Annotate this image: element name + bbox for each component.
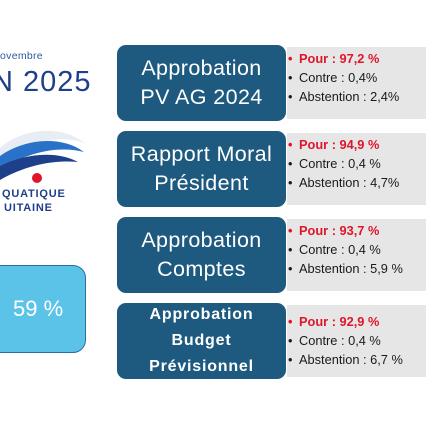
result-pour: • Pour : 92,9 %: [288, 314, 380, 329]
vote-title-line: Président: [154, 171, 249, 195]
vote-row-pv-ag: Approbation PV AG 2024 • Pour : 97,2 % • C…: [117, 45, 426, 121]
vote-results: • Pour : 92,9 % • Contre : 0,4 % • Abstenti…: [287, 305, 426, 377]
result-abstention: • Abstention : 2,4%: [288, 89, 400, 104]
vote-title-line: Comptes: [157, 257, 246, 281]
vote-row-budget: Approbation Budget Prévisionnel • Pour : …: [117, 303, 426, 379]
participation-badge: 59 %: [0, 265, 86, 353]
result-contre: • Contre : 0,4%: [288, 70, 378, 85]
vote-title-line: Budget: [171, 332, 232, 349]
participation-value: 59 %: [13, 296, 64, 321]
result-pour: • Pour : 97,2 %: [288, 51, 380, 66]
vote-title-box: Approbation PV AG 2024: [117, 45, 286, 121]
vote-title-box: Approbation Budget Prévisionnel: [117, 303, 286, 379]
result-contre: • Contre : 0,4 %: [288, 333, 381, 348]
logo-date-text: ovembre: [0, 50, 43, 62]
result-pour: • Pour : 94,9 %: [288, 137, 380, 152]
logo-year-text: N 2025: [0, 66, 92, 98]
result-pour: • Pour : 93,7 %: [288, 223, 380, 238]
vote-title-line: Rapport Moral: [130, 142, 273, 166]
vote-results: • Pour : 97,2 % • Contre : 0,4% • Abstentio…: [287, 47, 426, 119]
vote-title-box: Approbation Comptes: [117, 217, 286, 293]
logo-subtitle-line-2: UITAINE: [4, 202, 53, 214]
vote-title-box: Rapport Moral Président: [117, 131, 286, 207]
vote-results: • Pour : 93,7 % • Contre : 0,4 % • Abstenti…: [287, 219, 426, 291]
wave-emblem-icon: [0, 130, 86, 183]
vote-title-line: Approbation: [141, 228, 262, 252]
vote-title-line: Approbation: [149, 306, 254, 323]
result-abstention: • Abstention : 5,9 %: [288, 261, 403, 276]
vote-title-line: PV AG 2024: [140, 85, 263, 109]
logo-subtitle-line-1: QUATIQUE: [2, 188, 66, 200]
result-contre: • Contre : 0,4 %: [288, 156, 381, 171]
result-abstention: • Abstention : 6,7 %: [288, 352, 403, 367]
result-contre: • Contre : 0,4 %: [288, 242, 381, 257]
event-logo: ovembre N 2025 QUATIQUE UITAINE: [0, 38, 100, 230]
vote-results: • Pour : 94,9 % • Contre : 0,4 % • Abstenti…: [287, 133, 426, 205]
result-abstention: • Abstention : 4,7%: [288, 175, 400, 190]
vote-title-line: Prévisionnel: [149, 358, 254, 375]
vote-row-comptes: Approbation Comptes • Pour : 93,7 % • Cont…: [117, 217, 426, 293]
vote-title-line: Approbation: [141, 56, 262, 80]
vote-row-rapport-moral: Rapport Moral Président • Pour : 94,9 % •…: [117, 131, 426, 207]
